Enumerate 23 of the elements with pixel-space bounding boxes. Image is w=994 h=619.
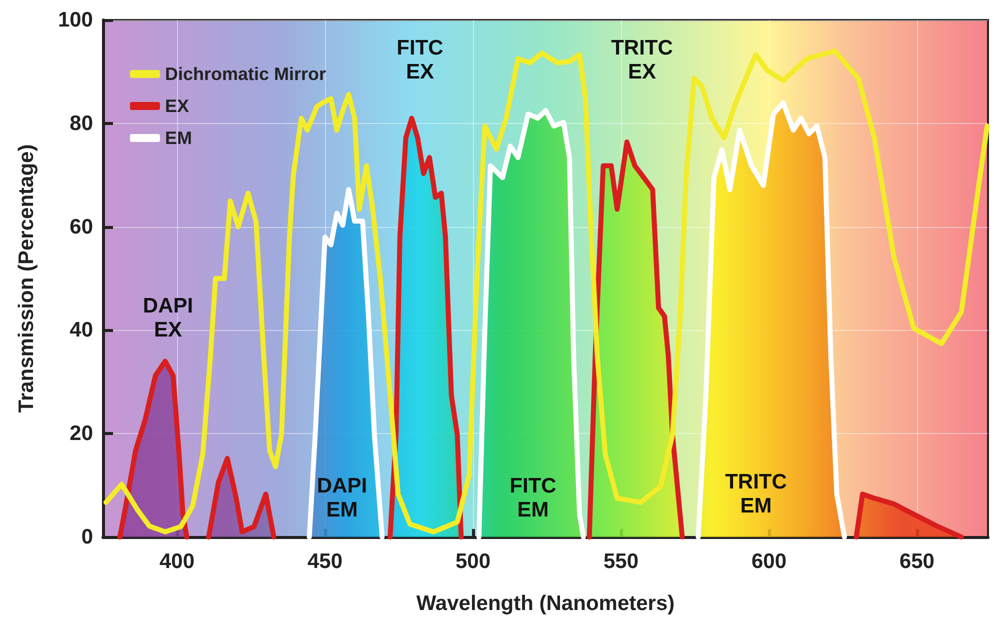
y-tick-label: 0 — [81, 526, 93, 548]
x-tick-label: 600 — [751, 550, 786, 573]
x-tick-label: 500 — [455, 550, 491, 573]
y-tick-label: 80 — [70, 112, 93, 135]
x-tick-label: 550 — [603, 550, 638, 573]
y-tick-label: 60 — [70, 215, 93, 238]
y-axis-title: Transmission (Percentage) — [15, 144, 38, 413]
annotation: DAPI EM — [316, 474, 368, 522]
y-tick-label: 40 — [70, 318, 93, 342]
annotation: DAPI EX — [142, 294, 194, 342]
x-tick-label: 400 — [159, 550, 195, 573]
legend-label: Dichromatic Mirror — [165, 64, 326, 84]
y-tick-label: 20 — [70, 422, 93, 446]
annotation: TRITC EM — [725, 470, 787, 518]
annotation: TRITC EX — [611, 36, 673, 84]
legend-label: EX — [165, 96, 190, 116]
annotation: FITC EM — [510, 474, 556, 522]
annotation: FITC EX — [396, 36, 444, 84]
y-tick-label: 100 — [58, 8, 93, 32]
x-tick-label: 650 — [899, 550, 934, 573]
x-tick-label: 450 — [307, 550, 343, 573]
legend-label: EM — [165, 128, 192, 148]
x-axis-title: Wavelength (Nanometers) — [416, 592, 675, 615]
